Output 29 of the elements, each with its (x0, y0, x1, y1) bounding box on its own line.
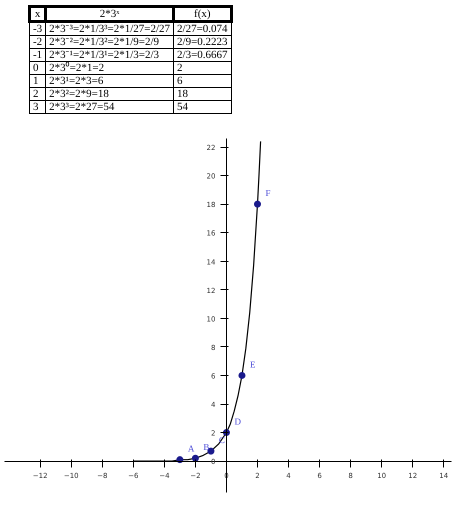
annotation: B (203, 442, 210, 452)
text: 54 (174, 100, 232, 114)
text: 6 (174, 74, 232, 88)
text: 2/27=0.074 (174, 22, 232, 36)
text: 2*3³=2*27=54 (46, 100, 174, 114)
text: 2*3⁻²=2*1/3²=2*1/9=2/9 (46, 36, 174, 48)
text: -2 (30, 36, 46, 48)
text: 2*3⁻³=2*1/3³=2*1/27=2/27 (46, 22, 174, 36)
text: 2/3=0.6667 (174, 48, 232, 62)
text: 0 (30, 62, 46, 74)
text: 2/9=0.2223 (174, 36, 232, 48)
text: 2*3⁰=2*1=2 (46, 62, 174, 74)
annotation: A (188, 444, 195, 454)
text: 1 (30, 74, 46, 88)
annotation: F (265, 188, 271, 198)
text: 3 (30, 100, 46, 114)
annotation: E (250, 359, 256, 370)
text: 2 (174, 62, 232, 74)
text: 2*3⁻¹=2*1/3¹=2*1/3=2/3 (46, 48, 174, 62)
text: 18 (174, 88, 232, 100)
text: 2*3ˣ (46, 6, 174, 22)
text: x (30, 6, 46, 22)
text: 2*3²=2*9=18 (46, 88, 174, 100)
text: -1 (30, 48, 46, 62)
text: f(x) (174, 6, 232, 22)
text: 2 (30, 88, 46, 100)
text: -3 (30, 22, 46, 36)
text: 2*3¹=2*3=6 (46, 74, 174, 88)
annotation: D (234, 416, 242, 427)
